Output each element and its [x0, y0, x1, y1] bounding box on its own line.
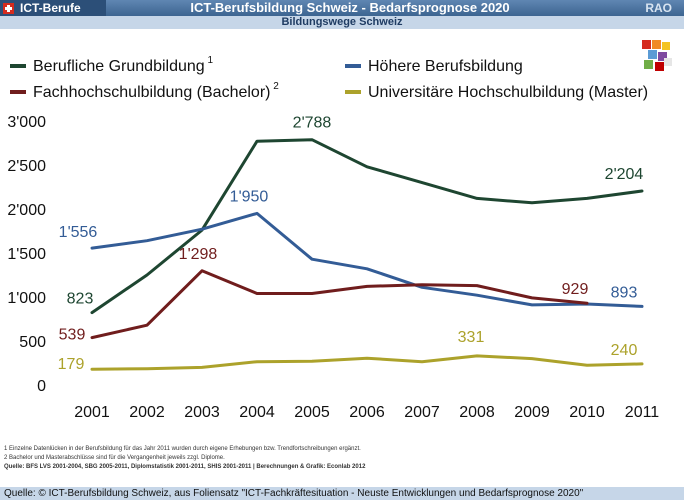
legend-item-hoehere: Höhere Berufsbildung [345, 58, 523, 75]
x-tick-label-2003: 2003 [184, 404, 220, 421]
data-label-universitaer-2011: 240 [611, 342, 638, 359]
data-label-grundbildung-2001: 823 [67, 291, 94, 308]
data-label-fachhochschule-2001: 539 [59, 327, 86, 344]
data-labels: 823 2'788 2'204 1'556 1'950 893 539 1'298 929 179… [58, 115, 644, 374]
series-line-grundbildung [90, 138, 644, 315]
footnotes: 1 Einzelne Datenlücken in der Berufsbild… [4, 445, 365, 472]
legend: Berufliche Grundbildung 1 Höhere Berufsbi… [10, 55, 648, 101]
legend-label-fachhochschule: Fachhochschulbildung (Bachelor) 2 [33, 81, 279, 101]
x-axis: 2001 2002 2003 2004 2005 2006 2007 2008 2009 2010… [74, 404, 659, 421]
data-label-grundbildung-2011: 2'204 [605, 166, 644, 183]
data-label-fachhochschule-2003: 1'298 [179, 246, 218, 263]
legend-item-universitaer: Universitäre Hochschulbildung (Master) [345, 84, 648, 101]
legend-item-fachhochschule: Fachhochschulbildung (Bachelor) 2 [10, 81, 279, 101]
footnote-2: 2 Bachelor und Masterabschlüsse sind für… [4, 455, 225, 461]
brand-label: ICT-Berufe [20, 1, 81, 15]
y-tick-label-1000: 1'000 [7, 290, 46, 307]
data-label-universitaer-2001: 179 [58, 356, 85, 373]
legend-label-grundbildung: Berufliche Grundbildung 1 [33, 55, 213, 75]
y-axis: 0 500 1'000 1'500 2'000 2'500 3'000 [7, 114, 46, 395]
y-tick-label-1500: 1'500 [7, 246, 46, 263]
x-tick-label-2011: 2011 [625, 404, 660, 421]
data-label-hoehere-2011: 893 [611, 284, 638, 301]
series-lines [90, 138, 644, 371]
data-label-grundbildung-2005: 2'788 [293, 115, 332, 132]
rao-label: RAO [645, 1, 672, 15]
page-title: ICT-Berufsbildung Schweiz - Bedarfsprogn… [190, 0, 510, 15]
line-chart: Berufliche Grundbildung 1 Höhere Berufsbi… [7, 40, 672, 421]
data-label-fachhochschule-2010: 929 [562, 281, 589, 298]
legend-label-hoehere: Höhere Berufsbildung [368, 58, 523, 75]
x-tick-label-2006: 2006 [349, 404, 385, 421]
legend-item-grundbildung: Berufliche Grundbildung 1 [10, 55, 213, 75]
data-label-hoehere-2001: 1'556 [59, 224, 98, 241]
x-tick-label-2004: 2004 [239, 404, 275, 421]
data-label-universitaer-2008: 331 [458, 329, 485, 346]
subtitle-bar: Bildungswege Schweiz [0, 16, 684, 29]
series-line-universitaer [90, 354, 644, 371]
y-tick-label-500: 500 [19, 334, 46, 351]
y-tick-label-2000: 2'000 [7, 202, 46, 219]
data-label-hoehere-2004: 1'950 [230, 188, 269, 205]
legend-label-universitaer: Universitäre Hochschulbildung (Master) [368, 84, 648, 101]
x-tick-label-2010: 2010 [569, 404, 605, 421]
x-tick-label-2001: 2001 [74, 404, 110, 421]
footnote-1: 1 Einzelne Datenlücken in der Berufsbild… [4, 446, 361, 452]
logo-icon [642, 40, 672, 71]
header-bar: ICT-Berufe ICT-Berufsbildung Schweiz - B… [0, 0, 684, 16]
brand-box: ICT-Berufe [0, 0, 106, 16]
x-tick-label-2005: 2005 [294, 404, 330, 421]
series-line-fachhochschule [90, 269, 589, 340]
credit-line: Quelle: © ICT-Berufsbildung Schweiz, aus… [4, 488, 584, 499]
source-note: Quelle: BFS LVS 2001-2004, SBG 2005-2011… [4, 464, 366, 470]
series-line-hoehere [90, 211, 644, 308]
x-tick-label-2008: 2008 [459, 404, 495, 421]
x-tick-label-2007: 2007 [404, 404, 440, 421]
chart-subtitle: Bildungswege Schweiz [281, 16, 403, 28]
y-tick-label-3000: 3'000 [7, 114, 46, 131]
x-tick-label-2002: 2002 [129, 404, 165, 421]
credit-bar: Quelle: © ICT-Berufsbildung Schweiz, aus… [0, 487, 684, 500]
y-tick-label-2500: 2'500 [7, 158, 46, 175]
swiss-flag-icon [3, 2, 14, 14]
y-tick-label-0: 0 [37, 378, 46, 395]
x-tick-label-2009: 2009 [514, 404, 550, 421]
